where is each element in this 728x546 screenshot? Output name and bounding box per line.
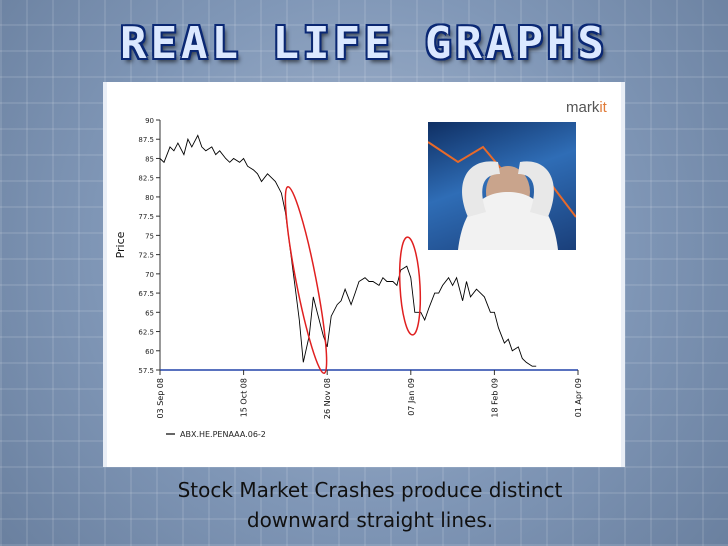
x-tick-label: 26 Nov 08 [323, 378, 332, 419]
legend-label: ABX.HE.PENAAA.06-2 [180, 430, 266, 439]
y-tick-label: 90 [145, 117, 154, 125]
caption-line-1: Stock Market Crashes produce distinct [177, 478, 563, 502]
crash-annotation-ellipse-1 [284, 185, 328, 375]
y-tick-label: 82.5 [138, 175, 154, 183]
y-tick-label: 80 [145, 194, 154, 202]
y-axis-label: Price [114, 231, 127, 258]
photo-left-arm [462, 161, 500, 217]
y-tick-label: 77.5 [138, 213, 154, 221]
y-tick-label: 62.5 [138, 329, 154, 337]
x-tick-label: 18 Feb 09 [490, 378, 499, 418]
caption-line-2: downward straight lines. [246, 508, 494, 532]
y-tick-label: 67.5 [138, 290, 154, 298]
x-tick-label: 15 Oct 08 [240, 378, 249, 417]
y-tick-label: 60 [145, 348, 154, 356]
y-tick-label: 65 [145, 309, 154, 317]
photo-illustration [428, 141, 576, 250]
crash-annotation-ellipse-2 [398, 236, 422, 336]
y-tick-label: 87.5 [138, 136, 154, 144]
y-tick-label: 70 [145, 271, 154, 279]
x-tick-label: 01 Apr 09 [574, 378, 583, 417]
y-tick-label: 57.5 [138, 367, 154, 375]
series-line-abx [159, 134, 537, 367]
y-tick-label: 72.5 [138, 252, 154, 260]
photo-right-arm [518, 161, 554, 217]
x-tick-label: 07 Jan 09 [407, 378, 416, 416]
x-tick-label: 03 Sep 08 [156, 378, 165, 419]
y-tick-label: 75 [145, 232, 154, 240]
logo-accent-text: it [599, 99, 607, 116]
caption: Stock Market Crashes produce distinct do… [150, 475, 590, 535]
markit-logo: markit [566, 99, 607, 116]
page-title: REAL LIFE GRAPHS [120, 18, 608, 69]
logo-main-text: mark [566, 99, 600, 116]
y-tick-label: 85 [145, 155, 154, 163]
stressed-man-photo [428, 122, 576, 250]
